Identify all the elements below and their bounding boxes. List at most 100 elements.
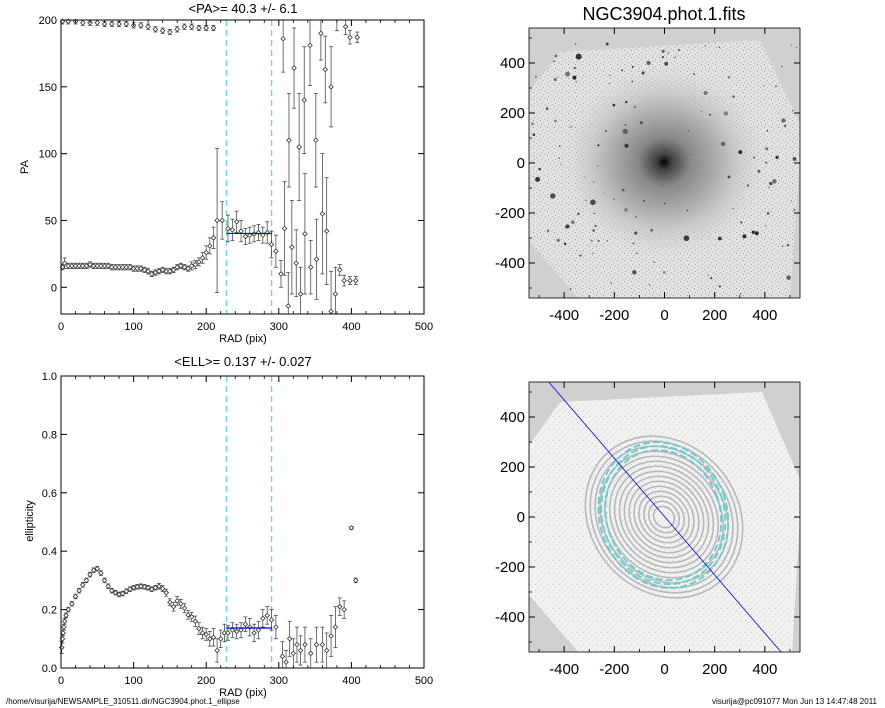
- data-point: [112, 589, 119, 596]
- data-point: [354, 31, 360, 44]
- data-point: [196, 622, 202, 635]
- data-point: [170, 266, 177, 273]
- data-point: [341, 600, 347, 619]
- star: [781, 245, 784, 247]
- star: [656, 178, 658, 180]
- star: [535, 176, 540, 182]
- star: [742, 234, 747, 239]
- galaxy-image-panel: NGC3904.phot.1.fits -400 -200 0 200 400-400-…: [495, 4, 801, 324]
- data-point: [105, 262, 111, 269]
- star: [584, 176, 586, 178]
- data-point: [207, 237, 213, 255]
- data-point: [119, 264, 126, 271]
- data-point: [65, 262, 72, 269]
- star: [753, 156, 756, 159]
- x-tick-label: -200: [599, 661, 629, 678]
- data-point: [332, 606, 339, 648]
- x-tick-label: 400: [342, 321, 360, 333]
- data-point: [297, 635, 304, 666]
- data-point: [225, 214, 231, 243]
- star: [545, 107, 549, 110]
- star: [687, 130, 690, 132]
- data-point: [123, 20, 130, 28]
- star: [790, 44, 793, 47]
- star: [678, 186, 681, 188]
- star: [650, 228, 654, 232]
- star: [632, 270, 637, 275]
- data-point: [313, 93, 319, 188]
- star: [639, 121, 643, 125]
- star: [532, 133, 536, 136]
- x-tick-label: 0: [660, 661, 668, 678]
- data-point: [112, 264, 119, 271]
- star: [648, 284, 651, 286]
- data-point: [242, 228, 249, 245]
- data-point: [210, 24, 217, 32]
- data-point: [127, 264, 133, 271]
- x-tick-label: 0: [58, 675, 64, 687]
- data-point: [297, 266, 304, 314]
- data-point: [348, 525, 355, 531]
- star: [575, 80, 577, 83]
- data-point: [167, 598, 173, 607]
- x-tick-label: 0: [58, 321, 64, 333]
- star: [621, 188, 625, 192]
- star: [573, 66, 576, 69]
- star: [585, 199, 587, 201]
- y-tick-label: 200: [39, 15, 57, 27]
- star: [565, 224, 570, 229]
- data-point: [80, 19, 86, 26]
- y-tick-label: 100: [39, 149, 57, 161]
- data-point: [60, 629, 66, 637]
- star: [763, 85, 765, 87]
- data-point: [72, 593, 79, 600]
- y-tick-label: 0.2: [42, 605, 57, 617]
- data-point: [145, 23, 151, 30]
- data-point: [163, 588, 170, 597]
- star: [678, 49, 680, 51]
- ellipticity-profile-xlabel: RAD (pix): [219, 687, 267, 699]
- data-point: [307, 240, 314, 295]
- star: [783, 124, 787, 128]
- star: [709, 113, 712, 116]
- data-point: [246, 226, 253, 244]
- star: [732, 95, 735, 98]
- ellipticity-profile-ticks: 0 100 200 300 400 500 0.0 0.2 0.4 0.6 0.8 1.0: [42, 371, 433, 687]
- data-point: [141, 266, 148, 273]
- star: [546, 229, 550, 233]
- star: [700, 110, 703, 113]
- star: [765, 161, 768, 164]
- y-tick-label: 200: [500, 105, 525, 122]
- data-point: [188, 23, 195, 30]
- ellipticity-profile-title: <ELL>= 0.137 +/- 0.027: [174, 354, 311, 369]
- data-point: [159, 585, 166, 592]
- star: [732, 207, 734, 210]
- y-tick-label: 0: [517, 509, 525, 526]
- data-point: [233, 623, 240, 640]
- star: [781, 118, 786, 123]
- data-point: [199, 626, 206, 640]
- star: [646, 61, 651, 66]
- data-point: [127, 586, 133, 592]
- data-point: [268, 230, 275, 259]
- data-point: [246, 618, 253, 637]
- star: [605, 42, 609, 46]
- star: [641, 71, 645, 75]
- data-point: [290, 638, 297, 668]
- ellipticity-profile-ylabel: ellipticity: [24, 500, 36, 542]
- star: [781, 65, 783, 68]
- star: [558, 145, 561, 147]
- data-point: [145, 584, 151, 591]
- star: [610, 282, 612, 284]
- data-point: [94, 262, 101, 269]
- isophote-image-panel: -400 -200 0 200 400 -400 -200 0 200 400: [495, 381, 801, 678]
- star: [608, 82, 611, 85]
- x-tick-label: 100: [124, 321, 142, 333]
- data-point: [181, 23, 188, 30]
- star: [565, 71, 570, 77]
- star: [786, 275, 791, 280]
- y-tick-label: 0.4: [42, 546, 57, 558]
- footer-file-path: /home/visurija/NEWSAMPLE_310511.dir/NGC3…: [6, 697, 240, 706]
- data-point: [203, 245, 209, 260]
